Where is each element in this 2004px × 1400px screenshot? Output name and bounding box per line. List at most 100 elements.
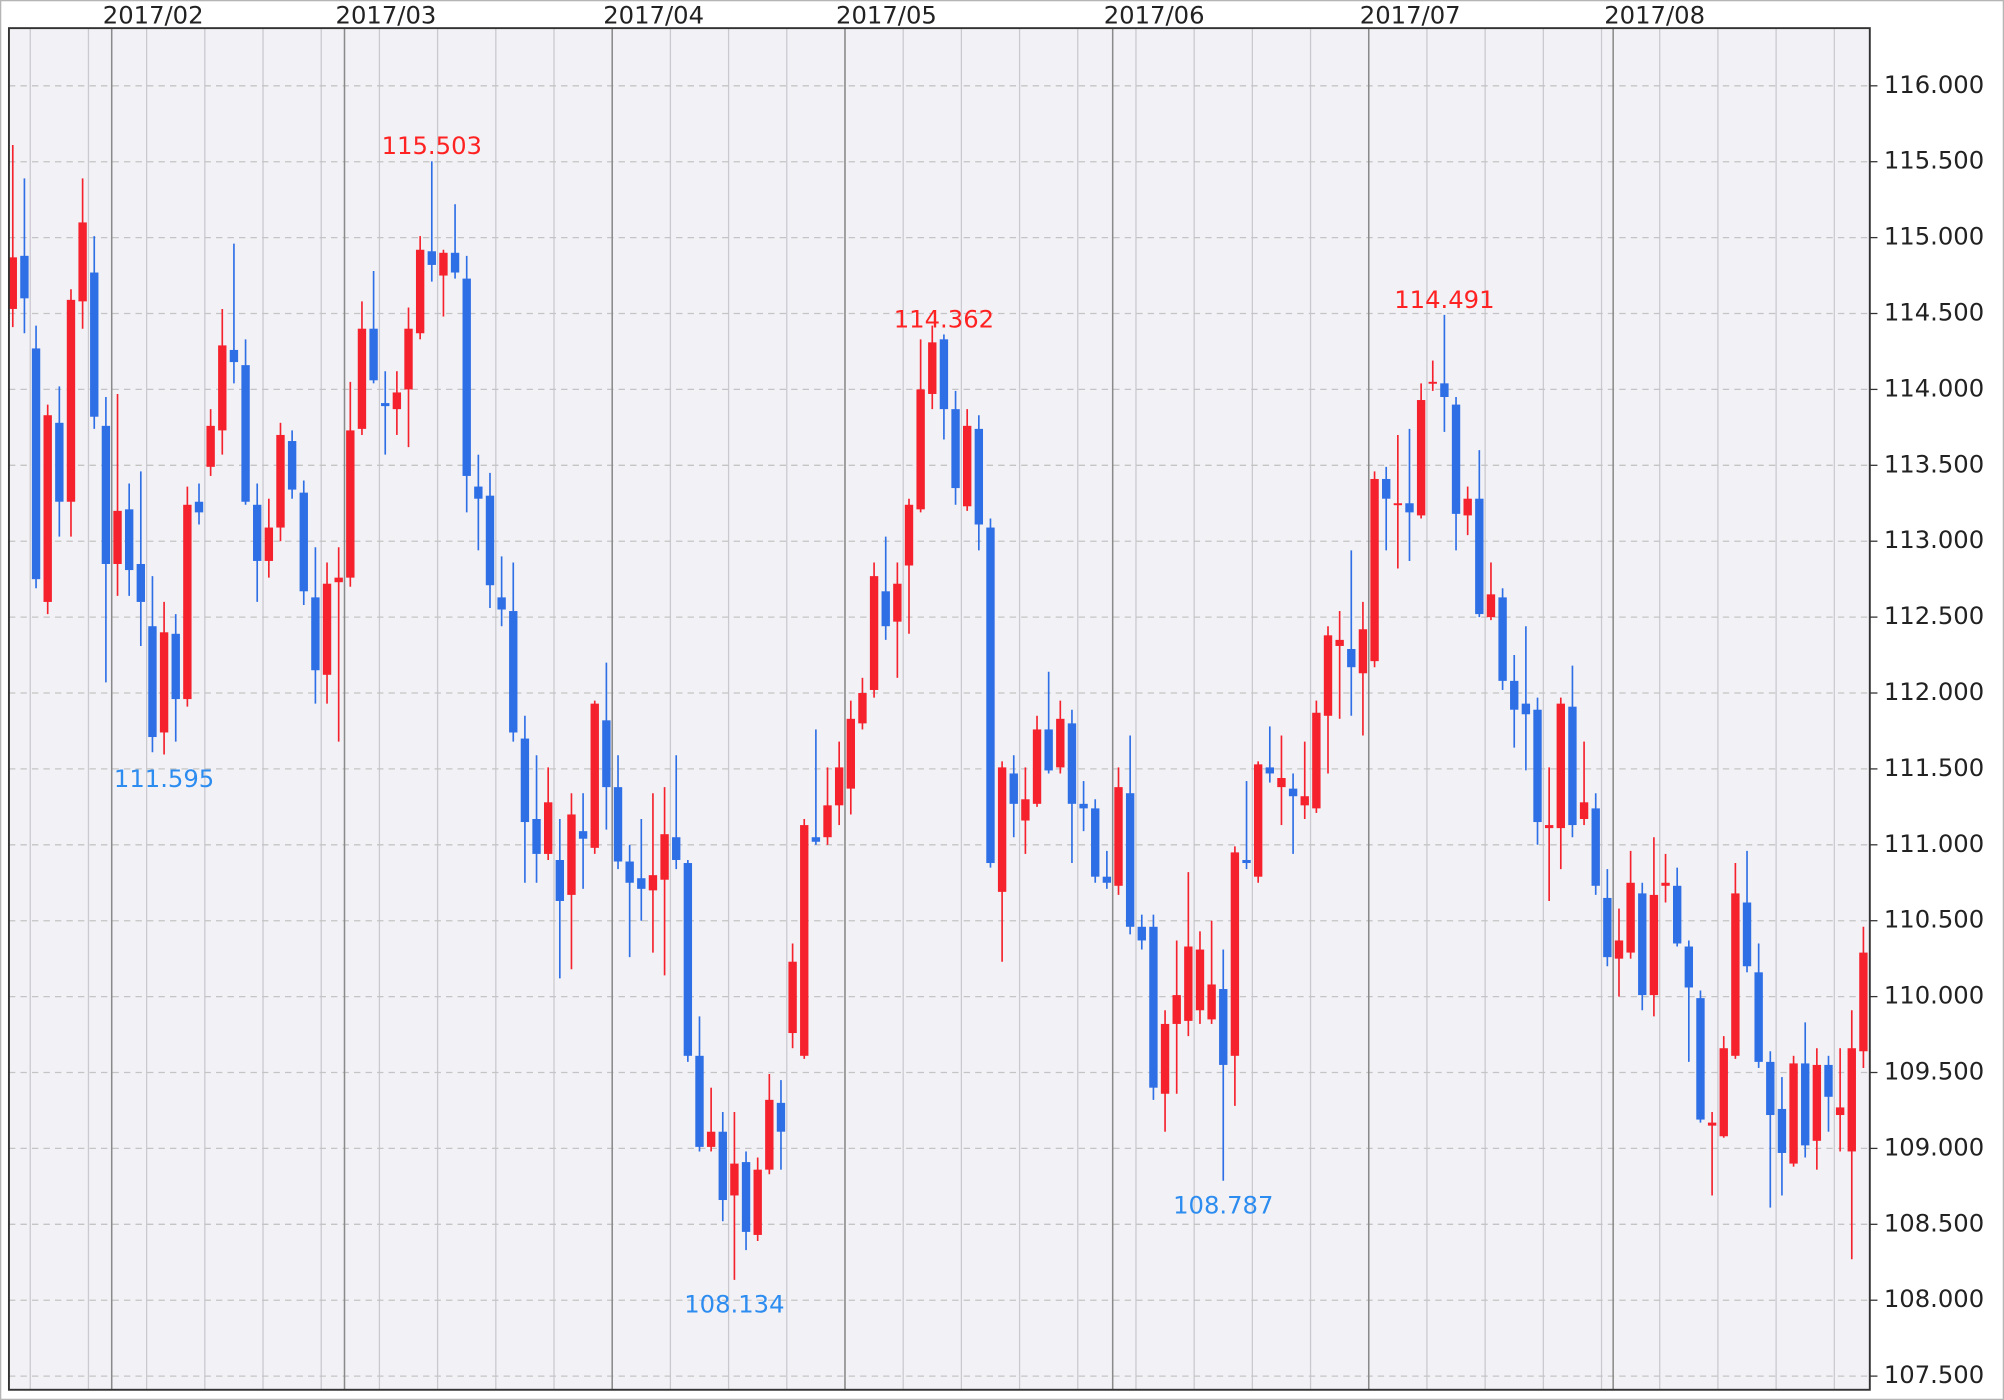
low-label: 108.134 xyxy=(684,1289,784,1318)
y-tick-label: 108.000 xyxy=(1884,1284,1984,1313)
candle-body xyxy=(893,583,902,622)
candle-body xyxy=(555,859,565,901)
candle-body xyxy=(1568,706,1577,826)
candle-body xyxy=(159,632,169,733)
y-tick-label: 114.500 xyxy=(1884,298,1984,327)
x-tick-label: 2017/08 xyxy=(1604,1,1705,30)
candle-body xyxy=(1114,787,1123,886)
candle-body xyxy=(1801,1063,1810,1146)
candle-body xyxy=(485,495,495,586)
candle-body xyxy=(287,441,297,490)
candle-body xyxy=(78,222,87,302)
x-tick-label: 2017/04 xyxy=(603,1,704,30)
candle-body xyxy=(322,583,332,675)
candle-body xyxy=(602,720,611,788)
candle-body xyxy=(1626,882,1635,953)
candle-body xyxy=(1731,893,1740,1056)
candle-body xyxy=(916,389,925,510)
candle-body xyxy=(1777,1108,1787,1153)
candle-body xyxy=(218,345,227,431)
y-tick-label: 112.000 xyxy=(1884,677,1984,706)
candle-body xyxy=(1242,859,1251,864)
candle-body xyxy=(369,328,378,381)
candle-body xyxy=(101,425,111,564)
candle-body xyxy=(881,591,890,627)
candle-body xyxy=(1265,767,1275,774)
candle-body xyxy=(55,422,64,502)
candle-body xyxy=(1719,1048,1728,1137)
candle-body xyxy=(1044,729,1053,771)
candle-body xyxy=(1347,648,1356,668)
candle-body xyxy=(253,504,262,561)
candle-body xyxy=(1591,808,1600,886)
candle-body xyxy=(869,576,879,690)
candle-body xyxy=(1847,1048,1856,1152)
candle-body xyxy=(1079,803,1088,809)
candle-body xyxy=(1335,639,1344,646)
candle-body xyxy=(427,251,436,265)
candle-body xyxy=(648,875,658,891)
candle-body xyxy=(800,825,809,1056)
candle-body xyxy=(1475,498,1484,615)
y-tick-label: 113.000 xyxy=(1884,525,1984,554)
high-label: 115.503 xyxy=(382,131,482,160)
candle-body xyxy=(206,425,215,467)
candle-body xyxy=(346,430,355,578)
y-tick-label: 109.000 xyxy=(1884,1132,1984,1161)
candle-body xyxy=(951,409,960,489)
candle-body xyxy=(8,257,17,309)
candle-body xyxy=(1742,902,1752,967)
candle-body xyxy=(788,961,797,1034)
candle-body xyxy=(450,252,460,273)
candle-body xyxy=(846,718,855,789)
candle-body xyxy=(1428,381,1437,384)
candle-body xyxy=(43,415,52,602)
candle-body xyxy=(264,527,274,561)
candle-body xyxy=(1195,949,1205,1011)
x-tick-label: 2017/05 xyxy=(836,1,937,30)
candle-body xyxy=(66,299,76,502)
candle-body xyxy=(171,633,180,700)
y-tick-label: 110.000 xyxy=(1884,981,1984,1010)
candle-body xyxy=(334,577,343,583)
candle-body xyxy=(439,252,448,276)
candle-body xyxy=(1486,594,1496,618)
x-tick-label: 2017/07 xyxy=(1360,1,1461,30)
candle-body xyxy=(1300,796,1309,806)
candle-body xyxy=(776,1102,786,1132)
candle-body xyxy=(1312,712,1321,809)
candle-body xyxy=(765,1099,774,1170)
labels: 107.500 108.000 108.500 109.000 109.500 110.0… xyxy=(103,1,1984,1389)
candle-body xyxy=(276,434,285,528)
candles xyxy=(8,145,1868,1280)
candle-body xyxy=(1277,778,1286,788)
candle-body xyxy=(31,348,41,580)
candle-body xyxy=(753,1169,762,1235)
plot-border xyxy=(7,27,1871,1391)
candle-body xyxy=(520,738,530,823)
candle-body xyxy=(1288,788,1298,797)
candle-body xyxy=(20,255,29,299)
grid xyxy=(8,28,1870,1390)
candle-body xyxy=(1463,498,1472,516)
y-tick-label: 114.000 xyxy=(1884,373,1984,402)
candle-body xyxy=(1382,478,1391,499)
candle-body xyxy=(1544,825,1554,829)
candle-body xyxy=(1102,876,1112,883)
low-label: 108.787 xyxy=(1173,1190,1273,1219)
candle-body xyxy=(1172,995,1181,1024)
x-tick-label: 2017/06 xyxy=(1104,1,1205,30)
candle-body xyxy=(718,1131,727,1201)
candle-body xyxy=(939,339,949,410)
candle-body xyxy=(1533,709,1542,823)
candle-body xyxy=(1207,984,1216,1020)
candle-body xyxy=(1160,1023,1170,1094)
candle-body xyxy=(1510,680,1519,710)
candle-body xyxy=(381,403,390,407)
candle-body xyxy=(1521,703,1531,715)
candle-body xyxy=(1707,1122,1717,1126)
candle-body xyxy=(1253,764,1263,877)
candle-body xyxy=(229,349,239,363)
candle-body xyxy=(1091,808,1100,877)
y-tick-label: 111.500 xyxy=(1884,753,1984,782)
